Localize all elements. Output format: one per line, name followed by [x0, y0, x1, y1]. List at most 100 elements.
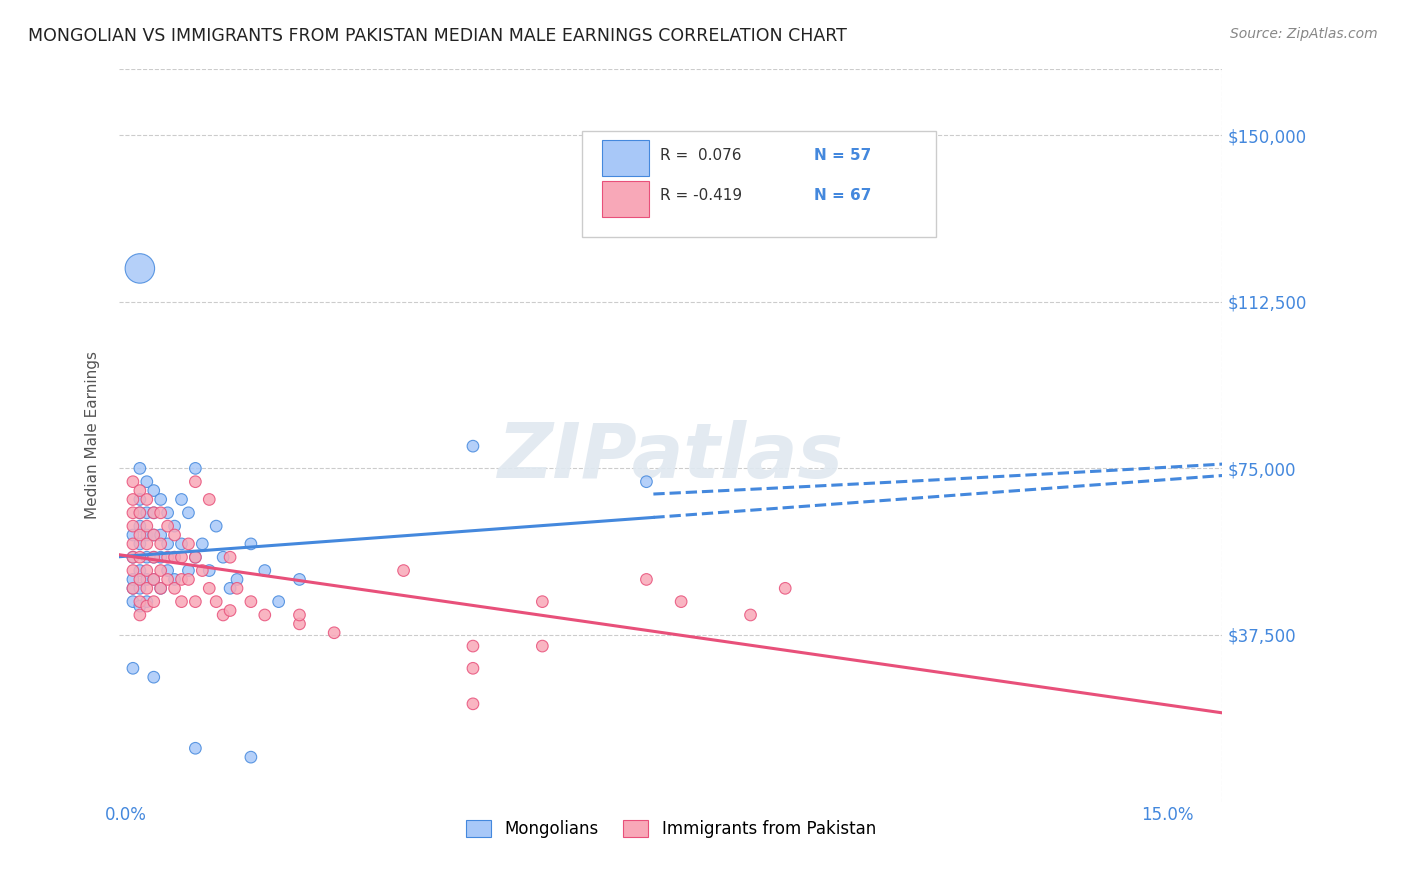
- Point: [122, 582, 145, 596]
- Point: [163, 582, 186, 596]
- Point: [170, 537, 193, 551]
- FancyBboxPatch shape: [602, 140, 648, 177]
- Point: [128, 537, 150, 551]
- Point: [323, 625, 346, 640]
- Point: [392, 564, 415, 578]
- Point: [212, 607, 235, 622]
- Point: [163, 550, 186, 565]
- Point: [128, 492, 150, 507]
- Point: [239, 594, 262, 608]
- Point: [142, 506, 165, 520]
- Point: [135, 550, 157, 565]
- Point: [142, 506, 165, 520]
- Point: [253, 607, 276, 622]
- Point: [288, 616, 311, 631]
- Point: [156, 550, 179, 565]
- Point: [461, 439, 484, 453]
- Point: [177, 506, 200, 520]
- Point: [461, 661, 484, 675]
- Point: [219, 550, 242, 565]
- Point: [163, 528, 186, 542]
- Legend: Mongolians, Immigrants from Pakistan: Mongolians, Immigrants from Pakistan: [458, 813, 883, 845]
- Point: [128, 582, 150, 596]
- Text: N = 57: N = 57: [814, 147, 872, 162]
- Point: [128, 528, 150, 542]
- Point: [198, 492, 221, 507]
- Point: [740, 607, 762, 622]
- Point: [156, 573, 179, 587]
- Point: [135, 528, 157, 542]
- Text: R =  0.076: R = 0.076: [659, 147, 741, 162]
- Point: [128, 506, 150, 520]
- Point: [142, 550, 165, 565]
- Point: [149, 582, 172, 596]
- Point: [142, 573, 165, 587]
- Point: [163, 573, 186, 587]
- Point: [531, 594, 554, 608]
- Point: [669, 594, 692, 608]
- Point: [135, 506, 157, 520]
- Point: [184, 475, 207, 489]
- Point: [149, 550, 172, 565]
- Point: [156, 564, 179, 578]
- Point: [128, 261, 150, 276]
- Point: [135, 475, 157, 489]
- Point: [149, 506, 172, 520]
- Point: [122, 475, 145, 489]
- Point: [122, 550, 145, 565]
- Point: [184, 741, 207, 756]
- Point: [149, 537, 172, 551]
- Point: [135, 573, 157, 587]
- Point: [219, 603, 242, 617]
- Point: [135, 594, 157, 608]
- Point: [461, 697, 484, 711]
- Point: [122, 550, 145, 565]
- Point: [177, 573, 200, 587]
- Point: [135, 564, 157, 578]
- Point: [122, 582, 145, 596]
- Point: [177, 537, 200, 551]
- Point: [156, 537, 179, 551]
- Point: [170, 550, 193, 565]
- Point: [142, 550, 165, 565]
- Point: [135, 537, 157, 551]
- Point: [170, 492, 193, 507]
- Point: [170, 594, 193, 608]
- Point: [177, 564, 200, 578]
- Point: [135, 582, 157, 596]
- Point: [239, 750, 262, 764]
- FancyBboxPatch shape: [582, 131, 935, 237]
- Point: [128, 506, 150, 520]
- FancyBboxPatch shape: [602, 181, 648, 217]
- Point: [128, 607, 150, 622]
- Y-axis label: Median Male Earnings: Median Male Earnings: [86, 351, 100, 519]
- Point: [128, 550, 150, 565]
- Point: [184, 550, 207, 565]
- Point: [135, 519, 157, 533]
- Point: [122, 492, 145, 507]
- Text: MONGOLIAN VS IMMIGRANTS FROM PAKISTAN MEDIAN MALE EARNINGS CORRELATION CHART: MONGOLIAN VS IMMIGRANTS FROM PAKISTAN ME…: [28, 27, 846, 45]
- Point: [239, 537, 262, 551]
- Text: R = -0.419: R = -0.419: [659, 188, 742, 202]
- Point: [267, 594, 290, 608]
- Point: [170, 573, 193, 587]
- Point: [135, 599, 157, 613]
- Point: [198, 564, 221, 578]
- Point: [128, 483, 150, 498]
- Point: [149, 492, 172, 507]
- Point: [184, 461, 207, 475]
- Point: [191, 537, 214, 551]
- Point: [149, 582, 172, 596]
- Point: [142, 573, 165, 587]
- Point: [149, 528, 172, 542]
- Point: [156, 506, 179, 520]
- Point: [128, 599, 150, 613]
- Point: [135, 492, 157, 507]
- Point: [142, 594, 165, 608]
- Point: [122, 594, 145, 608]
- Text: N = 67: N = 67: [814, 188, 872, 202]
- Point: [156, 519, 179, 533]
- Point: [205, 594, 228, 608]
- Point: [773, 582, 796, 596]
- Point: [122, 661, 145, 675]
